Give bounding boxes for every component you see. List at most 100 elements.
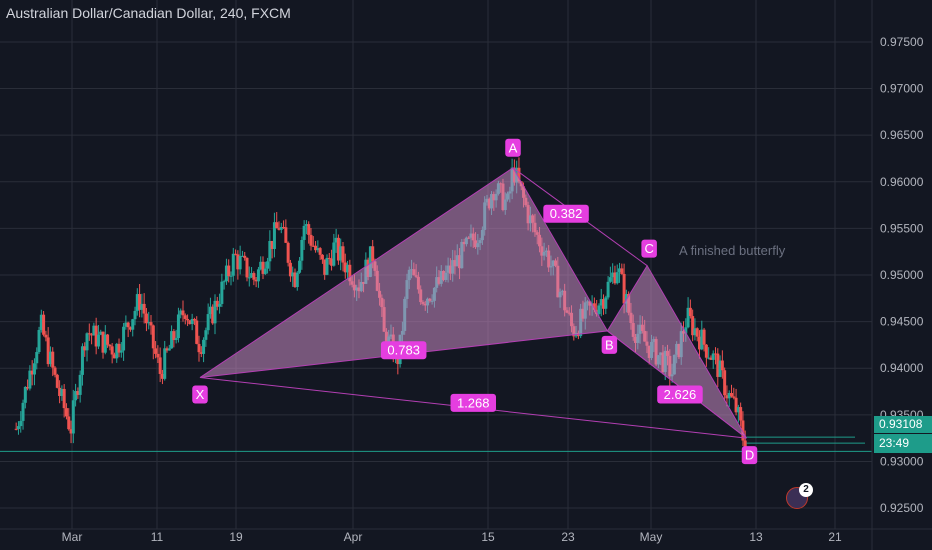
candle-body — [254, 279, 258, 282]
pattern-point-d[interactable]: D — [741, 446, 758, 465]
time-axis[interactable]: Mar 11 19 Apr 15 23 May 13 21 — [0, 528, 932, 544]
candle-body — [711, 353, 715, 360]
candle-body — [48, 351, 52, 365]
y-tick-label: 0.94500 — [880, 315, 924, 329]
candle-body — [165, 348, 169, 351]
candle-body — [341, 246, 345, 263]
candle-body — [295, 272, 299, 288]
candle-body — [730, 392, 734, 397]
x-tick-label: 13 — [749, 530, 763, 544]
candle-body — [279, 227, 283, 230]
candle-body — [16, 426, 20, 430]
candle-body — [348, 264, 352, 282]
candle-body — [99, 331, 103, 335]
candle-body — [275, 222, 279, 229]
candle-body — [608, 277, 612, 282]
candle-body — [309, 234, 313, 246]
candle-body — [718, 360, 722, 377]
candle-body — [21, 402, 25, 421]
candle-body — [96, 334, 100, 347]
symbol-title: Australian Dollar/Canadian Dollar, 240, … — [6, 5, 291, 21]
candle-body — [23, 386, 27, 403]
candle-body — [215, 300, 219, 307]
candle-body — [112, 354, 116, 359]
candle-body — [282, 227, 286, 229]
ratio-label-xb[interactable]: 0.783 — [380, 341, 427, 360]
y-tick-label: 0.94000 — [880, 361, 924, 375]
candle-body — [160, 373, 164, 379]
pattern-point-a[interactable]: A — [505, 138, 521, 157]
candle-body — [259, 261, 263, 270]
y-tick-label: 0.95500 — [880, 221, 924, 235]
candle-body — [247, 277, 251, 279]
candle-body — [74, 391, 78, 401]
pattern-point-x[interactable]: X — [192, 385, 208, 404]
candle-body — [83, 346, 87, 351]
candle-body — [44, 334, 48, 338]
candle-body — [186, 318, 190, 321]
candle-body — [311, 245, 315, 247]
candle-body — [192, 318, 196, 321]
candle-body — [304, 224, 308, 226]
candle-body — [298, 260, 302, 273]
candle-body — [190, 318, 194, 324]
candle-body — [227, 265, 231, 277]
x-tick-label: 11 — [151, 530, 164, 544]
candle-body — [87, 333, 91, 335]
ratio-label-bd-bg — [657, 385, 703, 404]
ratio-label-ac[interactable]: 0.382 — [543, 204, 589, 223]
candle-body — [69, 429, 73, 434]
candle-body — [691, 316, 695, 336]
candle-body — [218, 303, 222, 307]
butterfly-pattern[interactable]: X A B C D 0.783 0.382 2.626 1.268 — [192, 138, 865, 465]
candle-body — [707, 357, 711, 359]
candle-body — [62, 388, 66, 409]
candle-body — [19, 420, 23, 427]
candle-body — [37, 329, 41, 353]
candle-body — [622, 273, 626, 304]
candle-body — [293, 272, 297, 288]
price-axis[interactable]: 0.925000.930000.935000.940000.945000.950… — [871, 0, 924, 550]
candle-body — [195, 320, 199, 344]
pattern-point-a-bg — [505, 138, 521, 157]
candle-body — [211, 306, 215, 324]
pattern-line-bd[interactable] — [607, 330, 747, 439]
candle-body — [60, 388, 64, 396]
candle-body — [64, 408, 68, 417]
candle-body — [53, 367, 57, 375]
candle-body — [138, 294, 142, 310]
pattern-point-c-bg — [641, 239, 657, 258]
candle-body — [250, 273, 254, 278]
candle-body — [14, 428, 18, 430]
candle-body — [222, 281, 226, 283]
pattern-point-b[interactable]: B — [601, 335, 618, 354]
pattern-point-b-text: B — [605, 337, 614, 352]
candle-body — [133, 310, 137, 320]
candle-body — [684, 327, 688, 334]
candle-body — [704, 344, 708, 358]
candle-body — [318, 248, 322, 255]
candle-body — [261, 261, 265, 274]
candle-body — [336, 237, 340, 261]
annotation-text[interactable]: A finished butterfly — [679, 243, 786, 258]
candle-body — [76, 391, 80, 395]
candle-body — [270, 240, 274, 249]
candle-body — [35, 352, 39, 364]
candle-body — [245, 257, 249, 278]
ratio-label-bd[interactable]: 2.626 — [657, 385, 703, 404]
ratio-label-xd[interactable]: 1.268 — [450, 393, 497, 412]
candle-body — [188, 320, 192, 324]
candle-body — [702, 329, 706, 345]
candle-body — [128, 327, 132, 330]
candle-body — [723, 370, 727, 396]
candle-body — [42, 314, 46, 335]
pattern-point-b-bg — [601, 335, 618, 354]
y-tick-label: 0.92500 — [880, 501, 924, 515]
candle-body — [316, 248, 320, 251]
candle-body — [174, 338, 178, 341]
candle-body — [131, 319, 135, 330]
pattern-point-c[interactable]: C — [641, 239, 657, 258]
candle-body — [517, 167, 521, 182]
candle-body — [163, 348, 167, 379]
